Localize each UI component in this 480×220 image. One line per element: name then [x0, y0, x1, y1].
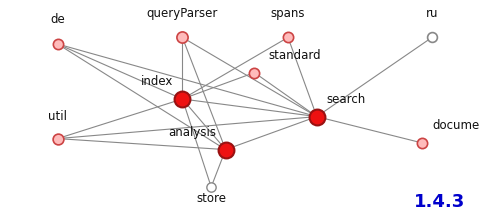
Point	[419, 141, 426, 145]
Text: index: index	[141, 75, 173, 88]
Point	[284, 36, 292, 39]
Text: queryParser: queryParser	[147, 7, 218, 20]
Text: ru: ru	[426, 7, 438, 20]
Point	[179, 36, 186, 39]
Point	[313, 115, 321, 118]
Point	[179, 97, 186, 101]
Text: search: search	[326, 93, 366, 106]
Point	[54, 42, 61, 46]
Point	[222, 148, 229, 151]
Text: standard: standard	[269, 49, 322, 62]
Text: document: document	[432, 119, 480, 132]
Text: de: de	[50, 13, 65, 26]
Point	[207, 185, 215, 189]
Text: store: store	[196, 192, 226, 205]
Point	[54, 137, 61, 140]
Text: util: util	[48, 110, 67, 123]
Text: analysis: analysis	[168, 126, 216, 139]
Text: 1.4.3: 1.4.3	[414, 193, 466, 211]
Point	[251, 71, 258, 74]
Point	[428, 36, 436, 39]
Text: spans: spans	[271, 7, 305, 20]
